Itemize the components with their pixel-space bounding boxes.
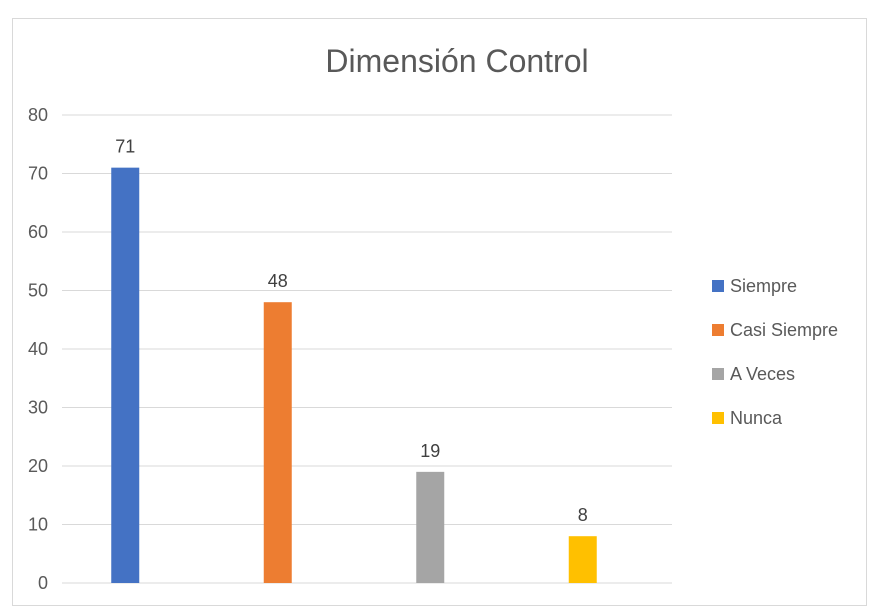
bar-a-veces: [416, 471, 445, 583]
y-axis-ticks: 0 10 20 30 40 50 60 70 80: [28, 105, 48, 593]
legend-label: Casi Siempre: [730, 320, 838, 340]
legend-swatch: [712, 412, 724, 424]
y-tick-label: 70: [28, 164, 48, 184]
y-tick-label: 50: [28, 281, 48, 301]
bars: [111, 167, 597, 583]
bar-casi-siempre: [263, 302, 292, 583]
y-tick-label: 40: [28, 339, 48, 359]
legend-swatch: [712, 280, 724, 292]
legend-swatch: [712, 324, 724, 336]
data-label: 8: [578, 505, 588, 525]
y-tick-label: 80: [28, 105, 48, 125]
data-label: 19: [420, 441, 440, 461]
bar-siempre: [111, 167, 140, 583]
y-tick-label: 20: [28, 456, 48, 476]
y-tick-label: 60: [28, 222, 48, 242]
bar-nunca: [568, 536, 597, 583]
legend-swatch: [712, 368, 724, 380]
legend-label: Nunca: [730, 408, 783, 428]
y-tick-label: 0: [38, 573, 48, 593]
chart-title: Dimensión Control: [325, 43, 588, 79]
y-tick-label: 10: [28, 515, 48, 535]
legend-label: Siempre: [730, 276, 797, 296]
legend-label: A Veces: [730, 364, 795, 384]
legend: Siempre Casi Siempre A Veces Nunca: [712, 276, 838, 428]
data-label: 48: [268, 271, 288, 291]
data-labels: 71 48 19 8: [115, 137, 588, 526]
data-label: 71: [115, 137, 135, 157]
y-tick-label: 30: [28, 398, 48, 418]
